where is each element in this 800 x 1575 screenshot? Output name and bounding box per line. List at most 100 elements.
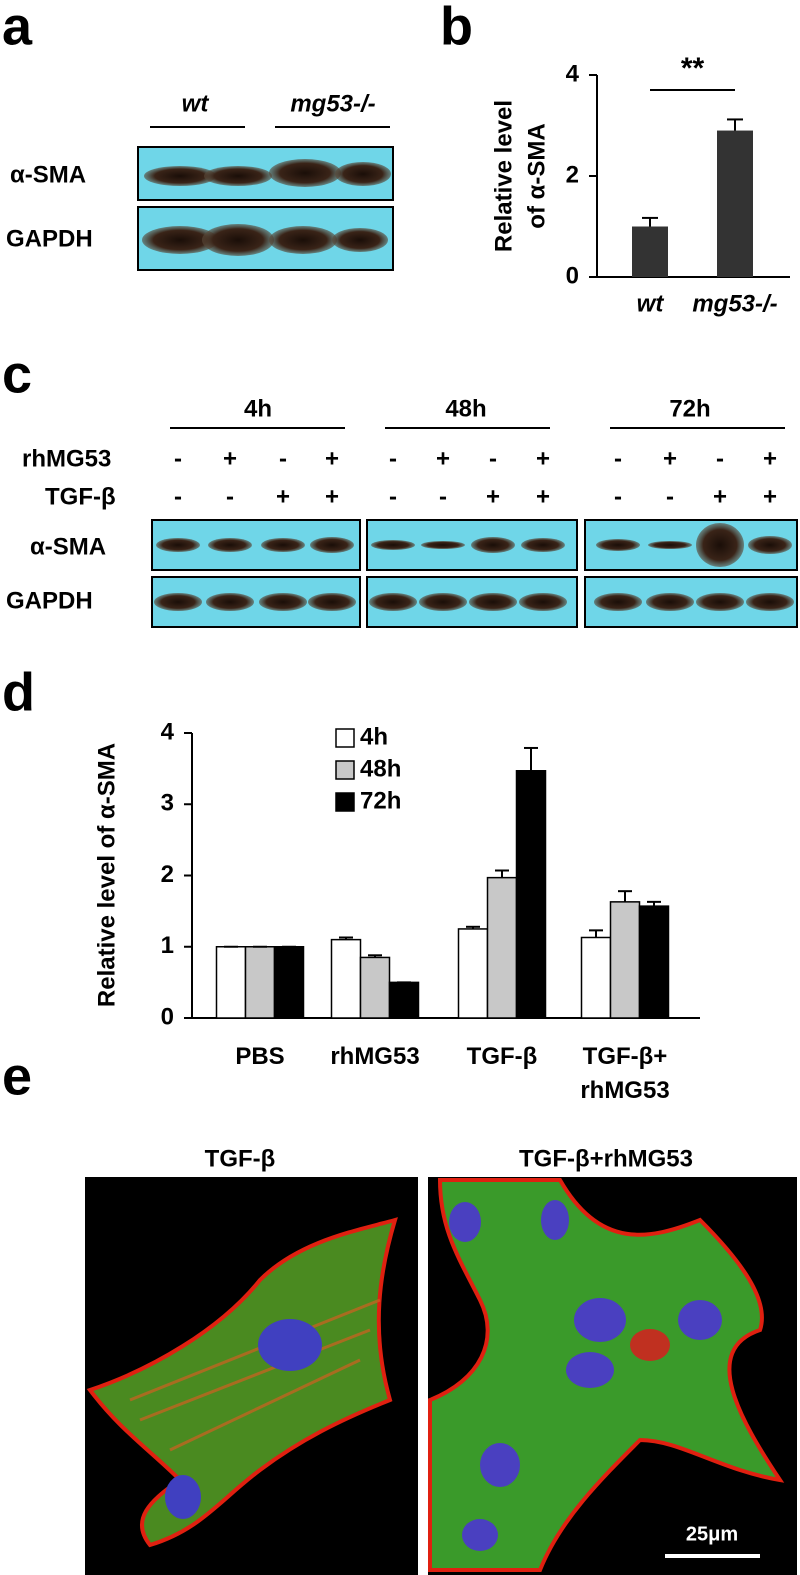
x-tick-label-box: PBS [235, 1043, 285, 1070]
blot-band [206, 593, 254, 611]
blot-band [419, 593, 467, 611]
row-label: α-SMA [10, 161, 86, 188]
sign: + [325, 445, 339, 472]
blot-band [142, 226, 218, 254]
blot-band [204, 166, 272, 186]
blot-band [646, 593, 694, 611]
sign: - [279, 445, 287, 472]
blot-band [308, 593, 356, 611]
sign: - [716, 445, 724, 472]
blot-band [332, 228, 388, 252]
bar [359, 956, 391, 1019]
blot-band [208, 538, 252, 552]
sign: - [666, 483, 674, 510]
sign: + [713, 483, 727, 510]
bar [638, 905, 670, 1019]
bar [515, 770, 547, 1019]
blot-band [469, 593, 517, 611]
legend-label: 48h [360, 755, 401, 782]
micrograph [85, 1177, 418, 1575]
x-tick-label-box: TGF-β+ rhMG53 [580, 1043, 670, 1104]
sign: - [389, 445, 397, 472]
micrograph [428, 1177, 797, 1575]
bar [330, 938, 362, 1019]
sign: + [536, 483, 550, 510]
blot-band [261, 538, 305, 552]
scale-bar-label: 25μm [686, 1523, 738, 1545]
blot-band [696, 593, 744, 611]
row-label: rhMG53 [22, 445, 111, 472]
legend-swatch [335, 760, 355, 780]
blot-band [154, 593, 202, 611]
bar [580, 936, 612, 1019]
sign: - [439, 483, 447, 510]
x-tick-label: mg53-/- [692, 290, 777, 317]
sign: - [389, 483, 397, 510]
bar [486, 876, 518, 1019]
x-tick-label: rhMG53 [330, 1043, 420, 1070]
blot-band [269, 226, 337, 254]
y-tick-label: 2 [161, 861, 174, 888]
y-tick-label: 2 [566, 161, 579, 188]
blots [137, 146, 798, 628]
row-label: GAPDH [6, 225, 93, 252]
row-label: GAPDH [6, 587, 93, 614]
blot-band [269, 159, 341, 187]
bar [244, 946, 276, 1019]
blot-band [369, 593, 417, 611]
y-tick-label: 4 [161, 718, 175, 745]
y-axis-label: Relative level of α-SMA [93, 743, 120, 1007]
y-axis-label: of α-SMA [523, 123, 550, 228]
y-tick-label: 0 [566, 262, 579, 289]
image-title: TGF-β [205, 1145, 276, 1172]
image-title: TGF-β+rhMG53 [519, 1145, 693, 1172]
blot-band [696, 523, 744, 567]
sign: + [486, 483, 500, 510]
bar [717, 130, 753, 277]
blot-band [202, 224, 274, 256]
sign: + [663, 445, 677, 472]
x-tick-label: TGF-β [466, 1043, 538, 1070]
bar [273, 946, 305, 1019]
sign: - [226, 483, 234, 510]
sign: - [174, 445, 182, 472]
legend-label: 72h [360, 787, 401, 814]
x-tick-label-box: rhMG53 [330, 1043, 420, 1070]
sign: + [436, 445, 450, 472]
x-tick-label: TGF-β+ rhMG53 [580, 1043, 670, 1104]
sign: - [614, 445, 622, 472]
blot-band [144, 166, 216, 186]
sign: + [763, 483, 777, 510]
bar [609, 901, 641, 1019]
blot-band [519, 593, 567, 611]
sign: + [325, 483, 339, 510]
sign: + [223, 445, 237, 472]
sign: - [614, 483, 622, 510]
time-label: 48h [445, 395, 486, 422]
y-tick-label: 3 [161, 790, 174, 817]
y-tick-label: 1 [161, 932, 174, 959]
y-axis-label: Relative level [490, 100, 517, 252]
group-label: mg53-/- [290, 90, 375, 117]
sign: + [276, 483, 290, 510]
sign: + [536, 445, 550, 472]
blot-band [594, 593, 642, 611]
significance: ** [681, 52, 705, 85]
group-label: wt [182, 90, 210, 117]
panel-label: e [2, 1046, 32, 1106]
x-tick-label: PBS [235, 1043, 285, 1070]
bar [388, 981, 420, 1019]
blot-band [746, 593, 794, 611]
bar [215, 946, 247, 1019]
sign: + [763, 445, 777, 472]
panel-label: c [2, 344, 32, 404]
blot-band [310, 537, 354, 553]
blot-band [371, 540, 415, 550]
x-tick-label: wt [637, 290, 665, 317]
sign: - [489, 445, 497, 472]
blot-band [748, 536, 792, 554]
legend-swatch [335, 728, 355, 748]
blot-band [335, 162, 391, 186]
